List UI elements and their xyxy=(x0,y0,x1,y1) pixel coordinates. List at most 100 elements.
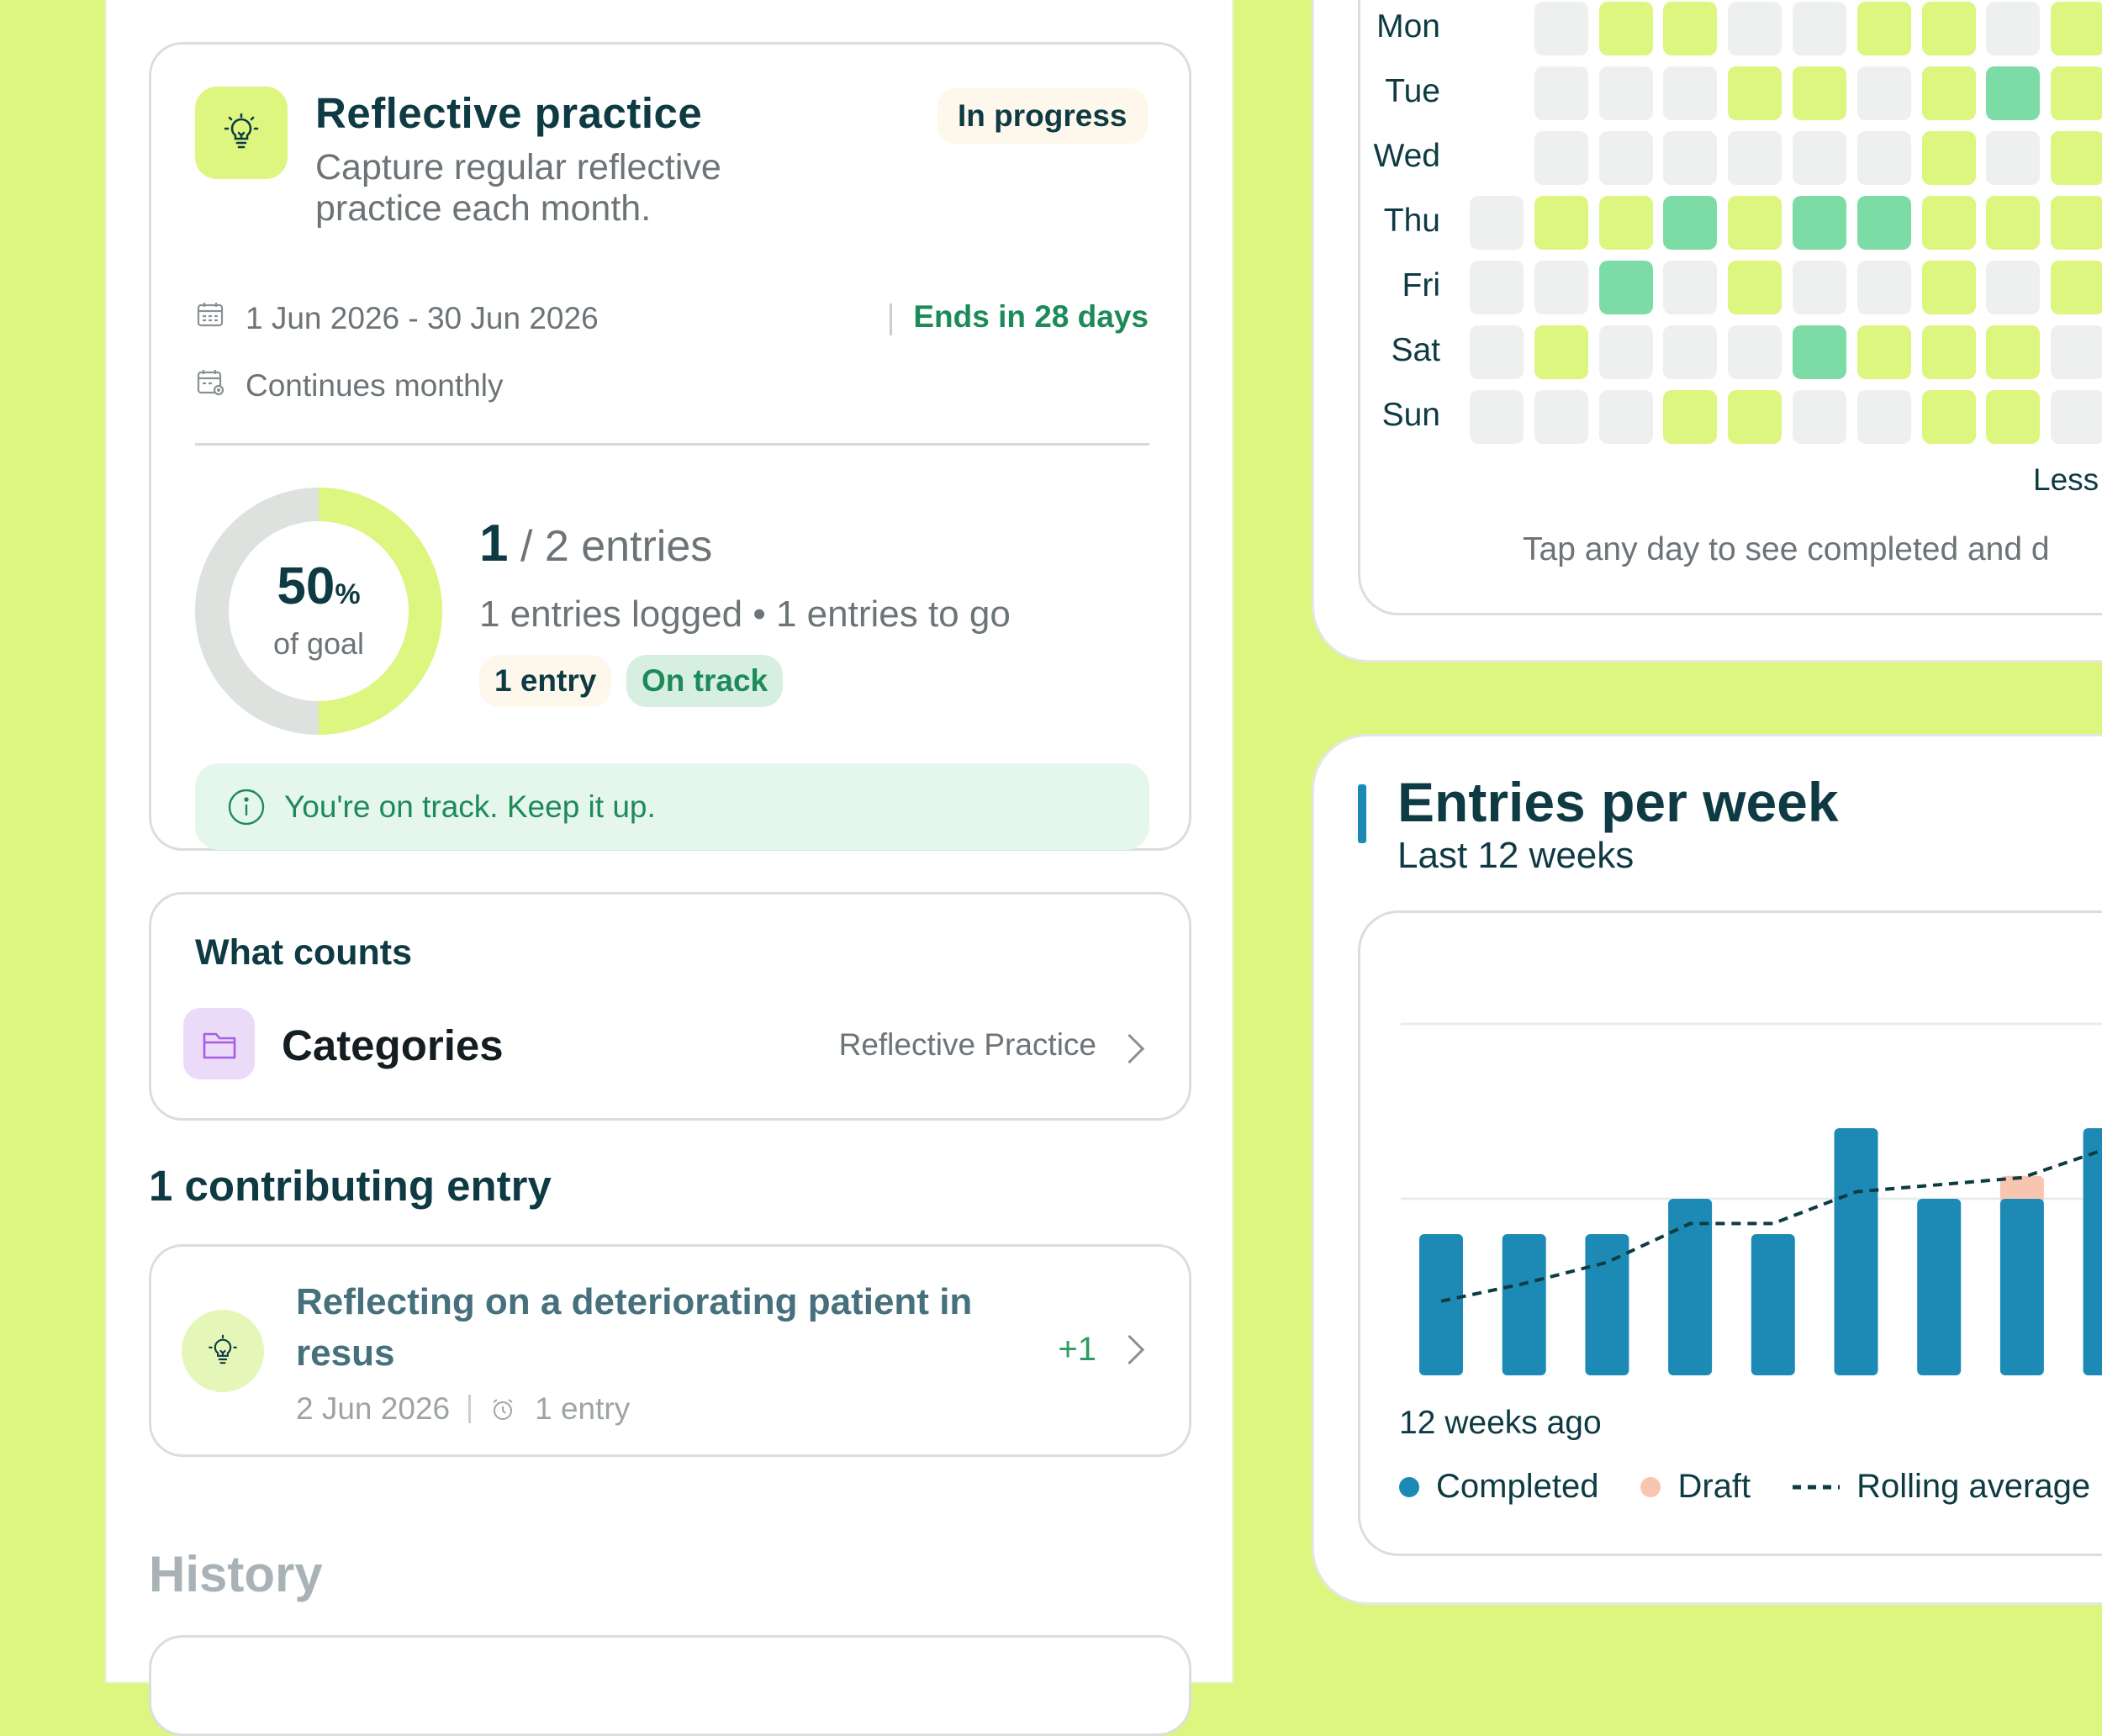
chart-legend: Completed Draft Rolling average xyxy=(1399,1468,2090,1506)
heatmap-cell[interactable] xyxy=(1856,131,1911,185)
calendar-icon xyxy=(195,299,225,337)
heatmap-cell[interactable] xyxy=(1663,196,1718,250)
day-label-sat: Sat xyxy=(1391,332,1440,368)
heatmap-cell[interactable] xyxy=(1793,325,1846,379)
entries-count: 1 / 2 entries xyxy=(479,514,713,573)
category-value[interactable]: Reflective Practice xyxy=(838,1027,1096,1062)
heatmap-cell[interactable] xyxy=(1793,390,1846,444)
progress-percent: 50% xyxy=(277,557,361,615)
heatmap-cell[interactable] xyxy=(1856,261,1911,314)
heatmap-cell[interactable] xyxy=(1856,2,1911,55)
heatmap-cell[interactable] xyxy=(1663,2,1718,55)
chart-title: Entries per week xyxy=(1397,771,1839,833)
heatmap-cell[interactable] xyxy=(1793,2,1846,55)
bar-completed xyxy=(1585,1234,1629,1375)
heatmap-cell[interactable] xyxy=(1728,66,1782,120)
heatmap-cell[interactable] xyxy=(1986,261,2041,314)
heatmap-cell[interactable] xyxy=(1856,325,1911,379)
heatmap-cell[interactable] xyxy=(1534,390,1588,444)
alarm-clock-icon xyxy=(489,1396,516,1422)
heatmap-cell[interactable] xyxy=(2051,196,2102,250)
heatmap-cell[interactable] xyxy=(1986,196,2041,250)
heatmap-cell[interactable] xyxy=(1534,2,1588,55)
contributing-entry-card[interactable]: Reflecting on a deteriorating patient in… xyxy=(149,1244,1191,1457)
heatmap-cell[interactable] xyxy=(1470,196,1524,250)
heatmap-cell[interactable] xyxy=(1986,131,2041,185)
lightbulb-icon xyxy=(195,87,288,179)
heatmap-cell[interactable] xyxy=(2051,261,2102,314)
heatmap-cell[interactable] xyxy=(1598,261,1653,314)
heatmap-cell[interactable] xyxy=(1986,66,2041,120)
heatmap-cell[interactable] xyxy=(2051,390,2102,444)
heatmap-cell[interactable] xyxy=(1470,325,1524,379)
date-range-row: 1 Jun 2026 - 30 Jun 2026 xyxy=(195,299,599,337)
bar-completed xyxy=(1917,1199,1962,1375)
heatmap-cell[interactable] xyxy=(1534,261,1588,314)
entry-chip: 1 entry xyxy=(479,655,612,707)
heatmap-cell[interactable] xyxy=(1534,131,1588,185)
heatmap-cell[interactable] xyxy=(1598,390,1653,444)
heatmap-cell[interactable] xyxy=(1598,131,1653,185)
heatmap-cell[interactable] xyxy=(1793,196,1846,250)
goal-description: Capture regular reflective practice each… xyxy=(315,147,721,229)
heatmap-cell[interactable] xyxy=(1921,66,1976,120)
entry-title[interactable]: Reflecting on a deteriorating patient in… xyxy=(296,1281,973,1374)
heatmap-cell[interactable] xyxy=(1728,196,1782,250)
chevron-right-icon[interactable] xyxy=(1114,1334,1145,1365)
heatmap-cell[interactable] xyxy=(1663,390,1718,444)
heatmap-cell[interactable] xyxy=(1921,2,1976,55)
heatmap-cell[interactable] xyxy=(1921,196,1976,250)
ends-in-label: Ends in 28 days xyxy=(913,299,1149,334)
heatmap-cell[interactable] xyxy=(2051,2,2102,55)
heatmap-cell[interactable] xyxy=(1921,390,1976,444)
heatmap-cell[interactable] xyxy=(2051,66,2102,120)
heatmap-cell[interactable] xyxy=(1728,131,1782,185)
entry-meta: 2 Jun 2026 1 entry xyxy=(296,1391,630,1427)
heatmap-cell[interactable] xyxy=(1470,261,1524,314)
divider xyxy=(468,1395,472,1423)
categories-label[interactable]: Categories xyxy=(282,1021,504,1069)
entries-chart-card: Entries per week Last 12 weeks 12 weeks … xyxy=(1314,736,2102,1602)
heatmap-cell[interactable] xyxy=(1856,196,1911,250)
heatmap-cell[interactable] xyxy=(1728,261,1782,314)
heatmap-cell[interactable] xyxy=(1663,261,1718,314)
heatmap-cell[interactable] xyxy=(2051,325,2102,379)
heatmap-cell[interactable] xyxy=(1986,325,2041,379)
heatmap-cell[interactable] xyxy=(1986,2,2041,55)
heatmap-cell[interactable] xyxy=(1663,66,1718,120)
bar-completed xyxy=(2083,1128,2102,1375)
heatmap-cell[interactable] xyxy=(1598,196,1653,250)
what-counts-title: What counts xyxy=(195,932,412,973)
bar-completed xyxy=(1502,1234,1546,1375)
heatmap-cell[interactable] xyxy=(1663,325,1718,379)
heatmap-cell[interactable] xyxy=(1663,131,1718,185)
heatmap-cell[interactable] xyxy=(1986,390,2041,444)
heatmap-cell[interactable] xyxy=(1856,66,1911,120)
heatmap-cell[interactable] xyxy=(1921,131,1976,185)
heatmap-cell[interactable] xyxy=(1534,325,1588,379)
heatmap-hint: Tap any day to see completed and d xyxy=(1523,531,2050,567)
heatmap-cell[interactable] xyxy=(1728,2,1782,55)
heatmap-cell[interactable] xyxy=(1598,325,1653,379)
heatmap-cell[interactable] xyxy=(1598,66,1653,120)
heatmap-cell[interactable] xyxy=(1728,390,1782,444)
heatmap-cell[interactable] xyxy=(1921,261,1976,314)
entry-count: 1 entry xyxy=(535,1391,631,1426)
heatmap-cell[interactable] xyxy=(1793,66,1846,120)
legend-less: Less xyxy=(2033,462,2099,497)
heatmap-cell[interactable] xyxy=(1728,325,1782,379)
info-icon xyxy=(227,788,266,826)
chart-subtitle: Last 12 weeks xyxy=(1397,835,1635,876)
heatmap-cell[interactable] xyxy=(1534,196,1588,250)
heatmap-cell[interactable] xyxy=(1793,261,1846,314)
heatmap-cell[interactable] xyxy=(1856,390,1911,444)
heatmap-cell[interactable] xyxy=(1534,66,1588,120)
heatmap-cell[interactable] xyxy=(1921,325,1976,379)
chart-panel: 12 weeks ago Completed Draft Rolling ave… xyxy=(1358,910,2102,1556)
heatmap-cell[interactable] xyxy=(1598,2,1653,55)
goal-title: Reflective practice xyxy=(315,89,703,137)
heatmap-cell[interactable] xyxy=(1470,390,1524,444)
heatmap-cell[interactable] xyxy=(2051,131,2102,185)
chevron-right-icon[interactable] xyxy=(1114,1033,1145,1064)
heatmap-cell[interactable] xyxy=(1793,131,1846,185)
